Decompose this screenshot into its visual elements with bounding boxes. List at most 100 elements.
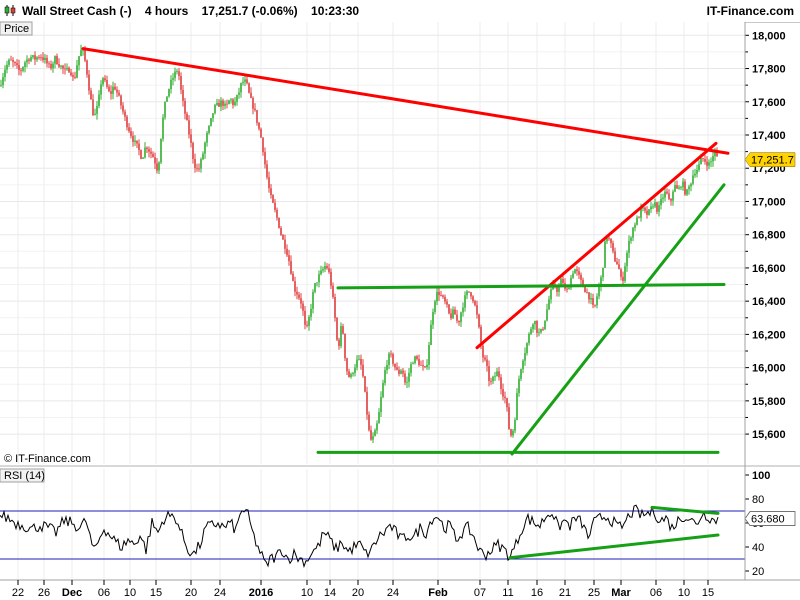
candle-body-down xyxy=(646,210,648,215)
candle-body-down xyxy=(716,152,718,157)
candle-body-down xyxy=(122,105,124,112)
candle-body-down xyxy=(282,234,284,240)
candle-body-down xyxy=(180,76,182,90)
candle-body-down xyxy=(332,285,334,297)
time-axis: 22 26 Dec 06 10 15 20 24 2016 10 14 20 24 Feb 07 11 16 21… xyxy=(12,580,714,599)
candle-body-down xyxy=(368,414,370,431)
candle-body-up xyxy=(160,138,162,163)
candle-body-down xyxy=(130,131,132,136)
candle-body-up xyxy=(550,289,552,300)
candle-body-down xyxy=(192,142,194,159)
candle-body-up xyxy=(206,132,208,143)
candle-body-up xyxy=(518,378,520,394)
candle-body-down xyxy=(470,292,472,297)
candle-body-down xyxy=(108,86,110,92)
candle-body-down xyxy=(188,120,190,135)
candle-body-down xyxy=(288,255,290,262)
candle-body-down xyxy=(250,92,252,98)
candle-body-down xyxy=(292,273,294,282)
candle-body-down xyxy=(226,103,228,105)
time-tick-label: 15 xyxy=(150,587,162,599)
candle-body-down xyxy=(254,108,256,111)
candle-body-up xyxy=(340,326,342,347)
time-grid xyxy=(17,22,709,580)
candle-body-down xyxy=(578,271,580,275)
candle-body-down xyxy=(442,295,444,297)
candle-body-down xyxy=(438,291,440,296)
candle-body-down xyxy=(302,303,304,311)
candle-body-down xyxy=(268,177,270,189)
candle-body-down xyxy=(394,363,396,368)
candle-body-down xyxy=(136,140,138,144)
trendline-rising-channel-top xyxy=(475,141,718,350)
candle-body-up xyxy=(548,299,550,310)
candle-body-down xyxy=(270,188,272,196)
candle-body-up xyxy=(164,101,166,118)
candle-body-down xyxy=(258,122,260,129)
candle-body-down xyxy=(246,79,248,84)
trendline-neckline xyxy=(336,283,726,290)
candle-body-up xyxy=(234,101,236,106)
candle-body-up xyxy=(460,312,462,323)
candle-body-down xyxy=(448,304,450,314)
time-tick-label: 20 xyxy=(185,587,197,599)
price-tick-label: 15,600 xyxy=(752,429,786,441)
candle-body-down xyxy=(222,100,224,106)
candle-body-up xyxy=(600,277,602,287)
candle-body-down xyxy=(272,195,274,203)
candle-body-up xyxy=(574,269,576,274)
candle-body-up xyxy=(376,423,378,431)
candle-body-up xyxy=(516,393,518,420)
candle-body-down xyxy=(330,271,332,286)
chart-header: Wall Street Cash (-) 4 hours 17,251.7 (-… xyxy=(0,0,800,23)
rsi-tick-label: 80 xyxy=(752,494,764,506)
candle-body-up xyxy=(32,55,34,58)
rsi-trendlines xyxy=(508,505,720,560)
price-tick-label: 17,400 xyxy=(752,130,786,142)
candle-body-up xyxy=(168,89,170,97)
candle-body-up xyxy=(52,63,54,69)
candle-body-up xyxy=(202,153,204,160)
candle-body-up xyxy=(640,207,642,218)
last-price-marker xyxy=(744,152,796,167)
time-tick-label: 10 xyxy=(678,587,690,599)
candle-body-up xyxy=(426,364,428,368)
candle-body-down xyxy=(468,291,470,293)
candle-body-up xyxy=(44,57,46,60)
candle-body-up xyxy=(36,57,38,60)
candle-body-down xyxy=(260,128,262,138)
candle-body-up xyxy=(572,273,574,278)
candle-body-up xyxy=(224,103,226,106)
candle-body-down xyxy=(284,239,286,249)
candle-body-down xyxy=(280,228,282,235)
candle-body-up xyxy=(496,371,498,377)
candle-body-up xyxy=(680,187,682,188)
candle-body-down xyxy=(444,296,446,302)
candle-body-up xyxy=(602,267,604,278)
trendline-rising-support xyxy=(510,183,726,456)
candle-body-up xyxy=(0,85,2,86)
candle-body-up xyxy=(388,353,390,365)
candle-body-down xyxy=(274,202,276,210)
candle-body-down xyxy=(336,317,338,340)
time-tick-label: 21 xyxy=(559,587,571,599)
candle-body-down xyxy=(118,92,120,96)
candle-body-up xyxy=(358,358,360,360)
candle-body-down xyxy=(38,57,40,58)
candle-body-up xyxy=(372,436,374,440)
candle-body-down xyxy=(684,181,686,195)
candle-body-down xyxy=(666,191,668,194)
time-tick-label: 10 xyxy=(301,587,313,599)
candle-body-up xyxy=(538,332,540,334)
candle-body-up xyxy=(356,359,358,368)
candle-body-down xyxy=(110,91,112,94)
price-tick-label: 17,800 xyxy=(752,64,786,76)
candle-body-up xyxy=(428,345,430,365)
price-candles xyxy=(0,44,718,444)
candle-body-down xyxy=(120,95,122,106)
candle-body-down xyxy=(178,71,180,77)
candle-body-down xyxy=(488,366,490,381)
candle-body-down xyxy=(186,113,188,121)
candle-body-down xyxy=(190,134,192,143)
